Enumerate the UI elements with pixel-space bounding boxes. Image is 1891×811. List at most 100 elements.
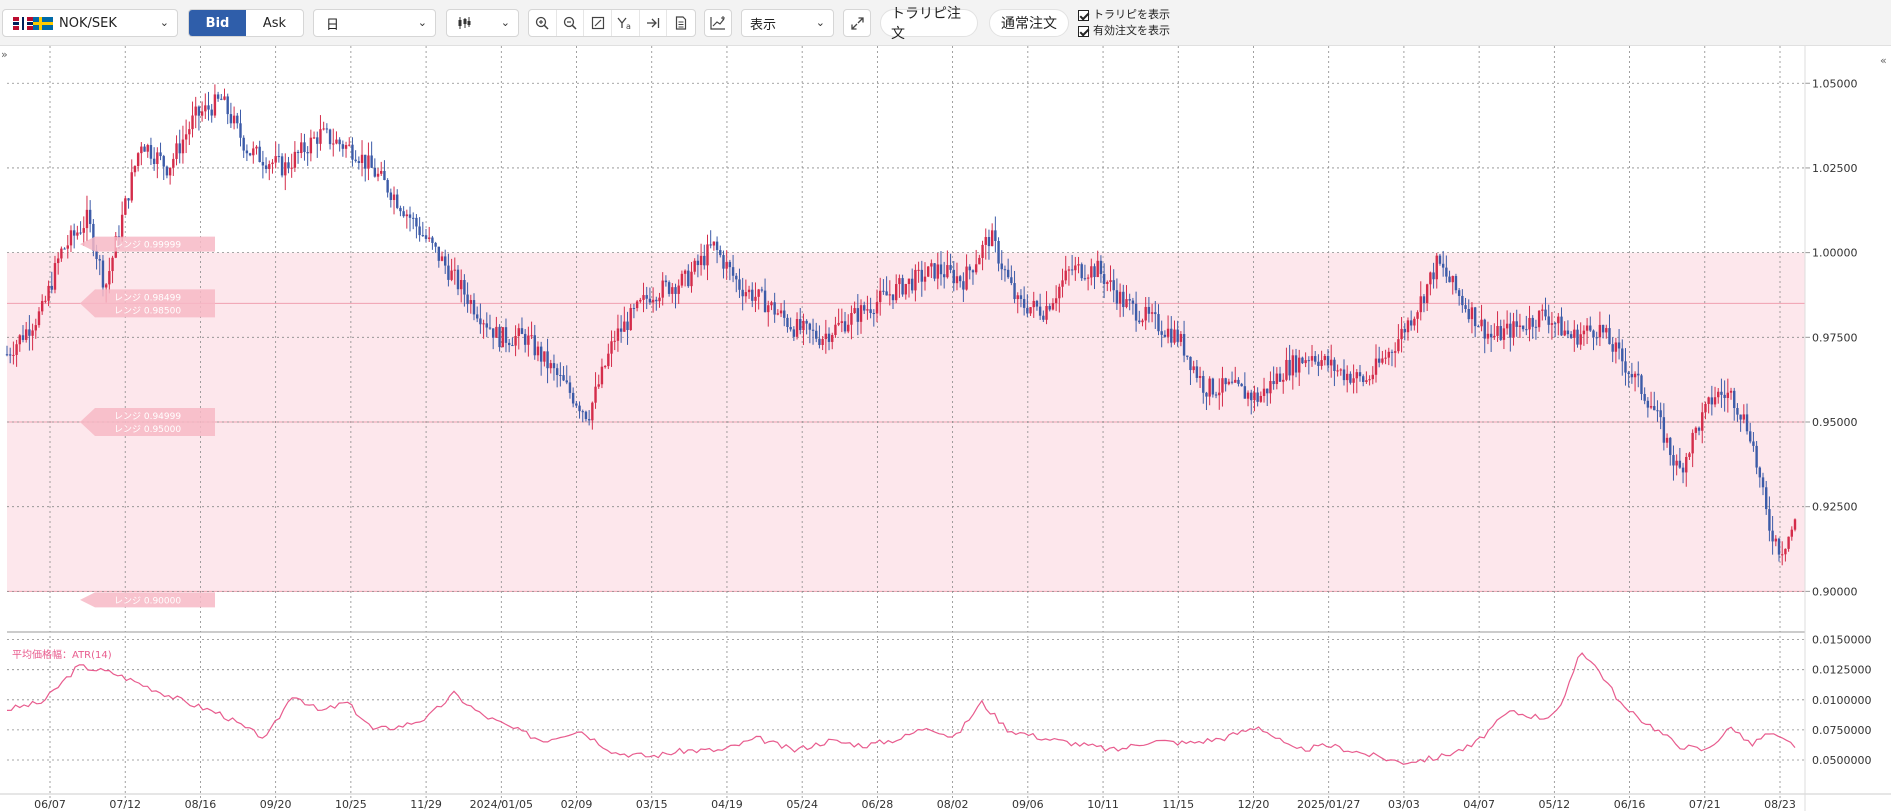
fullscreen-button[interactable] [843, 9, 871, 37]
candle-body [1128, 299, 1131, 301]
fit-icon[interactable] [584, 10, 613, 36]
show-active-orders-checkbox[interactable] [1078, 25, 1089, 37]
candle-body [1678, 460, 1682, 468]
price-tick-label: 0.95000 [1812, 416, 1858, 429]
display-label: 表示 [750, 17, 777, 33]
candle-body [706, 244, 709, 266]
candle-body [853, 308, 856, 314]
candle-body [1669, 437, 1672, 456]
candle-body [1464, 305, 1467, 309]
candle-body [412, 217, 415, 219]
candle-body [1445, 267, 1448, 277]
indicator-button[interactable] [704, 9, 732, 37]
candle-body [866, 309, 869, 311]
candle-body [149, 145, 153, 159]
range-label[interactable]: レンジ 0.90000 [80, 592, 215, 608]
candle-body [1717, 391, 1720, 398]
chevron-down-icon: ⌄ [815, 16, 825, 29]
period-select[interactable]: 日 ⌄ [313, 9, 436, 37]
document-icon[interactable] [667, 10, 695, 36]
candle-body [936, 264, 939, 279]
candle-body [917, 269, 920, 271]
collapse-right-icon[interactable]: « [1880, 54, 1887, 67]
bid-button[interactable]: Bid [189, 10, 246, 36]
norway-flag-icon [13, 16, 33, 30]
candle-body [242, 137, 245, 151]
candle-body [396, 194, 399, 208]
candle-body [792, 329, 796, 337]
candle-body [786, 317, 789, 327]
candle-body [264, 165, 268, 169]
jump-to-latest-icon[interactable] [640, 10, 668, 36]
candle-body [1179, 334, 1183, 342]
atr-title: 平均価格幅：ATR(14) [12, 648, 112, 661]
candle-body [1189, 356, 1192, 371]
candle-body [731, 267, 735, 276]
candle-body [399, 207, 402, 212]
candle-body [1595, 337, 1598, 339]
normal-order-button[interactable]: 通常注文 [989, 9, 1069, 37]
candle-body [76, 232, 79, 236]
show-active-orders-label: 有効注文を表示 [1093, 24, 1170, 37]
candle-body [1339, 369, 1343, 371]
candle-body [655, 299, 658, 302]
candle-body [1451, 276, 1454, 283]
crosshair-icon[interactable]: a [612, 10, 640, 36]
candle-body [290, 167, 293, 169]
candle-body [1246, 392, 1250, 399]
candle-body [879, 290, 882, 303]
show-trap-checkbox[interactable] [1078, 9, 1089, 21]
candle-body [1106, 282, 1109, 284]
candle-body [1141, 320, 1144, 323]
candle-body [213, 94, 217, 116]
zoom-in-icon[interactable] [529, 10, 557, 36]
trap-order-button[interactable]: トラリピ注文 [880, 6, 978, 42]
candlestick-icon [458, 17, 471, 29]
date-tick-label: 07/12 [109, 798, 141, 811]
candle-body [92, 223, 95, 251]
candle-body [920, 269, 923, 282]
candle-body [1285, 359, 1288, 380]
show-active-orders-option[interactable]: 有効注文を表示 [1078, 23, 1170, 39]
display-select[interactable]: 表示 ⌄ [741, 9, 834, 37]
range-label[interactable]: レンジ 0.94999 レンジ 0.95000 [80, 407, 215, 436]
date-tick-label: 2025/01/27 [1297, 798, 1360, 811]
candle-body [229, 114, 233, 124]
range-label-text: レンジ 0.90000 [114, 596, 181, 606]
candle-body [549, 363, 552, 369]
candle-body [1505, 323, 1509, 329]
symbol-select[interactable]: NOK/SEK ⌄ [2, 9, 178, 37]
candle-body [1665, 437, 1669, 443]
candle-body [364, 154, 367, 169]
candle-body [709, 244, 712, 246]
chart-type-select[interactable]: ⌄ [446, 9, 519, 37]
candle-body [1672, 455, 1675, 466]
ask-button[interactable]: Ask [262, 15, 287, 31]
display-options: トラリピを表示 有効注文を表示 [1078, 7, 1170, 39]
atr-pane[interactable]: 平均価格幅：ATR(14) 0.0500000 0.0750000 0.010000… [6, 634, 1872, 806]
candle-body [1010, 277, 1013, 284]
candle-body [1304, 360, 1307, 364]
candle-body [955, 276, 959, 284]
candle-body [1537, 310, 1541, 328]
candle-body [511, 345, 514, 347]
candle-body [1627, 372, 1630, 375]
range-label[interactable]: レンジ 0.99999 [80, 236, 215, 252]
candle-body [1550, 323, 1554, 325]
indicator-icon [710, 16, 725, 30]
candle-body [1294, 355, 1298, 373]
range-label[interactable]: レンジ 0.98499 レンジ 0.98500 [80, 289, 215, 318]
candle-body [1243, 386, 1247, 399]
candle-body [667, 282, 671, 294]
zoom-out-icon[interactable] [557, 10, 585, 36]
candle-body [1733, 390, 1736, 409]
period-value: 日 [326, 17, 340, 33]
date-tick-label: 04/07 [1463, 798, 1495, 811]
show-trap-option[interactable]: トラリピを表示 [1078, 7, 1170, 23]
candle-body [856, 308, 860, 322]
candle-body [1653, 406, 1656, 411]
candle-body [1042, 315, 1045, 320]
collapse-left-icon[interactable]: » [1, 48, 8, 61]
